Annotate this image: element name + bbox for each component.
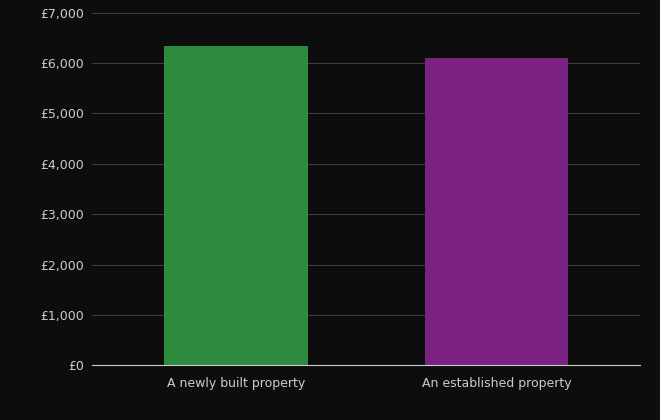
Bar: [425, 58, 568, 365]
Bar: [164, 46, 308, 365]
